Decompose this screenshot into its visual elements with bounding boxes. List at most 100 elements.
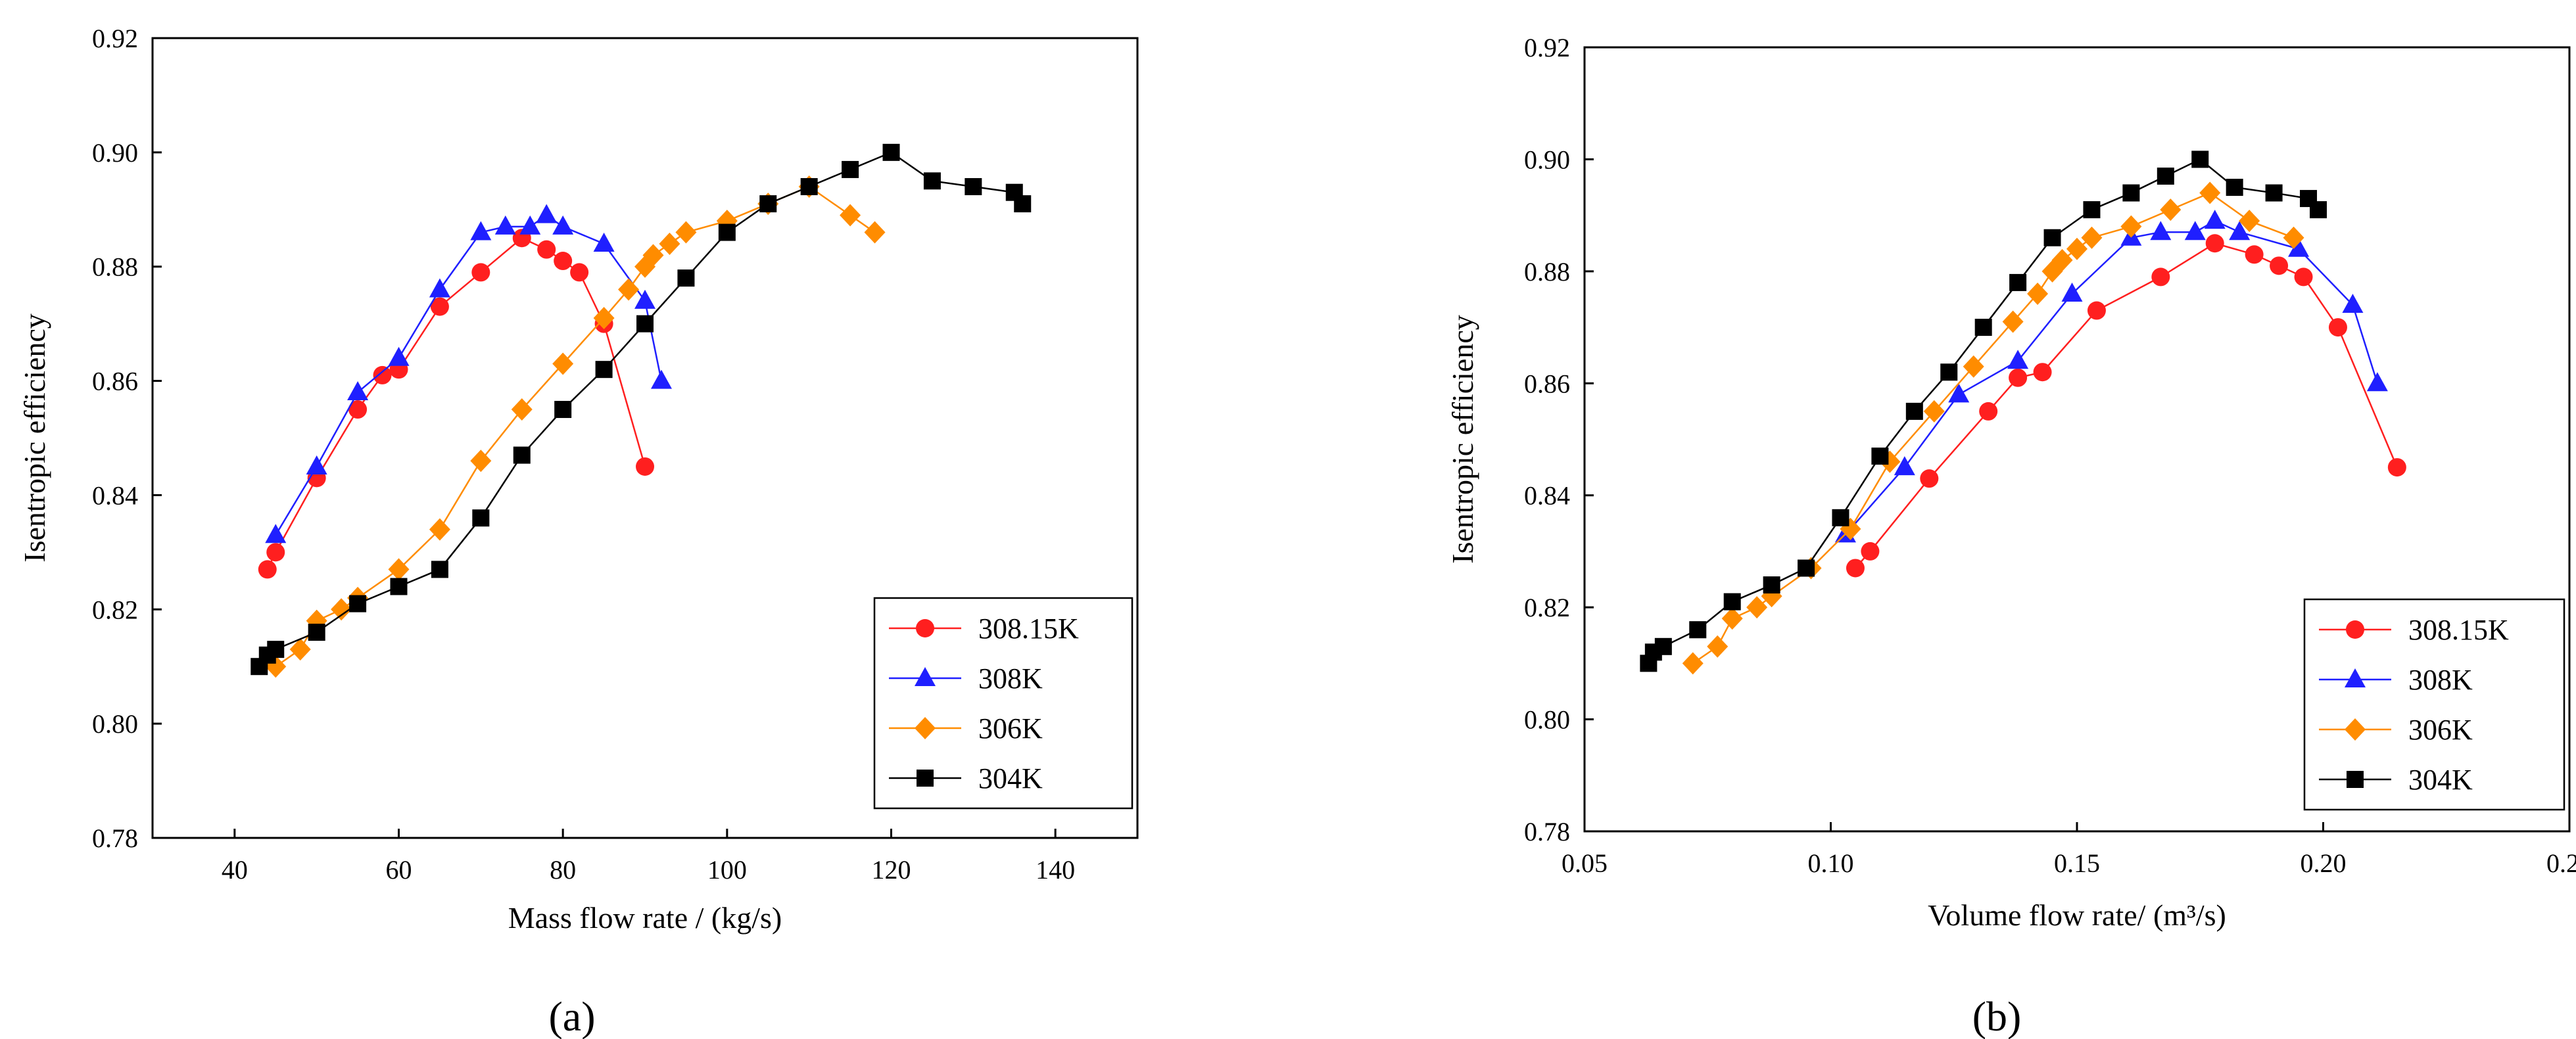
series-308K <box>265 204 672 543</box>
data-point <box>2229 221 2251 241</box>
data-point <box>718 223 736 241</box>
x-tick-label: 40 <box>222 855 248 885</box>
data-point <box>2191 150 2209 168</box>
y-axis-title: Isentropic efficiency <box>1446 315 1479 563</box>
panel-label-b: (b) <box>1972 993 2022 1039</box>
data-point <box>429 518 450 541</box>
data-point <box>2184 221 2206 241</box>
x-tick-label: 0.10 <box>1808 848 1854 878</box>
data-point <box>2051 248 2073 271</box>
y-tick-label: 0.84 <box>1524 481 1570 511</box>
chart-b: (b) 0.78 0.80 0.82 0.84 0.86 0.88 0.90 0.92 0.05… <box>1446 33 2576 1039</box>
data-point <box>2205 234 2224 253</box>
data-point <box>2157 167 2174 185</box>
y-tick-label: 0.90 <box>1524 145 1570 174</box>
data-point <box>2265 184 2283 202</box>
data-point <box>537 240 556 259</box>
data-point <box>1963 355 1984 378</box>
data-point <box>2009 368 2028 387</box>
legend-label: 306K <box>978 712 1043 745</box>
legend-label: 308.15K <box>2408 614 2509 646</box>
x-tick-label: 120 <box>872 855 911 885</box>
legend-marker <box>915 717 936 739</box>
data-point <box>2027 282 2049 305</box>
data-point <box>595 361 613 379</box>
data-point <box>965 178 982 196</box>
data-point <box>634 289 656 309</box>
data-point <box>593 306 615 329</box>
data-point <box>470 221 492 241</box>
legend-item: 304K <box>889 762 1043 795</box>
data-point <box>258 560 277 579</box>
x-axis-title: Mass flow rate / (kg/s) <box>508 901 782 935</box>
legend: 308.15K 308K 306K 304K <box>2303 598 2565 811</box>
data-point <box>552 215 574 235</box>
data-point <box>2199 181 2221 204</box>
y-tick-label: 0.84 <box>92 480 138 510</box>
series-304K <box>250 143 1032 676</box>
data-point <box>1940 363 1958 381</box>
data-point <box>2342 293 2364 313</box>
data-point <box>2288 237 2310 257</box>
data-point <box>1707 635 1729 658</box>
data-point <box>429 278 450 298</box>
data-point <box>842 160 859 178</box>
data-point <box>800 178 818 196</box>
legend-label: 306K <box>2408 714 2473 746</box>
data-point <box>636 315 654 333</box>
data-point <box>1721 607 1743 630</box>
series-line <box>266 237 646 570</box>
data-point <box>431 561 448 578</box>
data-point <box>2294 267 2313 287</box>
legend-label: 304K <box>978 762 1043 795</box>
data-point <box>659 232 680 255</box>
data-point <box>2122 184 2140 202</box>
legend-item: 306K <box>889 712 1043 745</box>
data-point <box>1905 402 1923 420</box>
x-tick-label: 0.25 <box>2546 848 2576 878</box>
data-point <box>2328 318 2347 337</box>
y-tick-label: 0.78 <box>92 823 138 853</box>
data-point <box>331 598 352 621</box>
data-point <box>2226 179 2243 196</box>
legend-item: 308K <box>889 662 1043 695</box>
data-point <box>1979 402 1998 421</box>
data-point <box>390 578 408 595</box>
series-306K <box>1682 181 2304 675</box>
data-point <box>2007 350 2029 369</box>
data-point <box>513 446 531 464</box>
series-line <box>1692 192 2295 664</box>
data-point <box>1689 621 1707 639</box>
data-point <box>2087 301 2106 320</box>
data-point <box>2083 201 2101 219</box>
data-point <box>349 595 367 612</box>
y-tick-label: 0.92 <box>92 24 138 53</box>
data-point <box>840 204 861 227</box>
x-tick-label: 0.05 <box>1562 848 1608 878</box>
data-point <box>1798 559 1815 577</box>
data-point <box>2283 226 2304 249</box>
data-point <box>636 457 654 476</box>
y-tick-label: 0.90 <box>92 138 138 168</box>
data-point <box>2066 237 2087 260</box>
data-point <box>2061 282 2083 302</box>
data-point <box>1894 456 1915 476</box>
data-point <box>2150 221 2172 241</box>
data-point <box>554 252 573 271</box>
data-point <box>2043 229 2061 246</box>
legend-marker <box>2347 771 2364 788</box>
data-point <box>923 172 941 190</box>
data-point <box>494 215 516 235</box>
data-point <box>2366 372 2388 392</box>
legend-marker <box>2346 620 2364 639</box>
legend-item: 304K <box>2319 764 2473 796</box>
y-tick-label: 0.82 <box>92 595 138 624</box>
data-point <box>348 400 368 419</box>
data-point <box>2245 245 2264 264</box>
legend-label: 304K <box>2408 764 2473 796</box>
legend-label: 308K <box>978 662 1043 695</box>
data-point <box>471 263 490 282</box>
series-308-15K <box>258 229 654 579</box>
series-line <box>1845 219 2379 536</box>
data-point <box>1682 652 1704 675</box>
